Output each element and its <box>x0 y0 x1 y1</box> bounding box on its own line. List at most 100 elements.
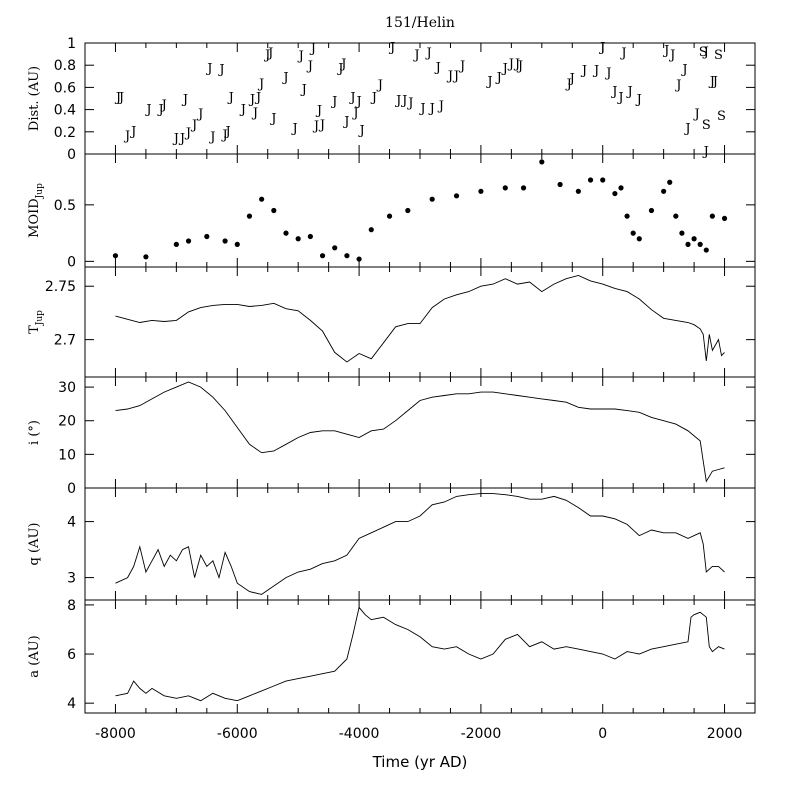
data-point-moid <box>630 230 636 236</box>
y-tick-label-dist: 0.4 <box>54 103 76 119</box>
data-point-dist: S <box>717 109 726 124</box>
data-point-dist: J <box>674 78 681 93</box>
data-point-dist: J <box>330 95 337 110</box>
data-point-dist: J <box>297 49 304 64</box>
y-axis-label-moid: MOIDJup <box>27 183 45 238</box>
y-tick-label-q: 3 <box>67 571 76 587</box>
data-point-dist: J <box>376 78 383 93</box>
data-point-dist: J <box>626 85 633 100</box>
data-point-dist: J <box>220 128 227 143</box>
x-tick-label: 0 <box>598 726 607 742</box>
data-point-dist: J <box>565 77 572 92</box>
data-point-dist: J <box>418 101 425 116</box>
data-point-dist: J <box>157 102 164 117</box>
data-point-moid <box>691 236 697 242</box>
chart-title: 151/Helin <box>385 15 455 31</box>
data-point-moid <box>624 213 630 219</box>
data-point-moid <box>648 207 655 214</box>
data-point-dist: J <box>266 46 273 61</box>
data-point-dist: J <box>501 61 508 76</box>
data-point-dist: J <box>312 119 319 134</box>
data-point-moid <box>283 230 289 236</box>
data-point-dist: J <box>144 102 151 117</box>
data-point-dist: J <box>160 98 167 113</box>
data-point-dist: J <box>394 94 401 109</box>
data-point-moid <box>295 236 301 242</box>
data-point-dist: J <box>708 75 715 90</box>
data-point-dist: J <box>683 121 690 136</box>
series-line-q <box>115 493 725 595</box>
data-point-dist: J <box>702 145 709 160</box>
y-axis-label-tjup: TJup <box>27 310 45 334</box>
data-point-dist: J <box>702 45 709 60</box>
data-point-dist: J <box>336 61 343 76</box>
y-axis-label-q: q (AU) <box>27 523 42 566</box>
y-tick-label-tjup: 2.75 <box>45 279 76 295</box>
data-point-dist: J <box>616 90 623 105</box>
data-point-dist: J <box>635 93 642 108</box>
data-point-dist: J <box>619 46 626 61</box>
data-point-dist: S <box>699 45 708 60</box>
x-tick-label: -2000 <box>461 726 502 742</box>
x-axis: -8000 -6000 -4000 -2000 0 2000 <box>95 726 742 742</box>
y-tick-label-a: 4 <box>67 696 76 712</box>
data-point-dist: J <box>348 90 355 105</box>
panel-q: 3 4 q (AU) <box>27 487 756 601</box>
x-tick-label: -8000 <box>95 726 136 742</box>
data-point-moid <box>697 241 703 247</box>
panel-frame-inc <box>84 376 756 489</box>
y-tick-label-tjup: 2.7 <box>54 333 76 349</box>
data-point-moid <box>173 241 179 247</box>
data-point-dist: J <box>485 75 492 90</box>
data-point-moid <box>478 188 484 194</box>
data-point-dist: J <box>437 99 444 114</box>
y-tick-label-dist: 0 <box>67 147 76 163</box>
series-line-inc <box>115 381 725 483</box>
x-tick-label: 2000 <box>707 726 743 742</box>
data-point-dist: J <box>117 90 124 105</box>
y-tick-label-moid: 0.5 <box>54 198 76 214</box>
y-tick-label-inc: 30 <box>58 380 76 396</box>
data-point-dist: J <box>205 61 212 76</box>
y-axis-label-dist: Dist. (AU) <box>27 66 42 131</box>
data-point-dist: J <box>662 44 669 59</box>
data-point-dist: J <box>425 46 432 61</box>
data-point-dist: J <box>693 107 700 122</box>
data-point-dist: J <box>257 77 264 92</box>
data-point-dist: J <box>318 118 325 133</box>
data-point-dist: J <box>388 40 395 55</box>
data-point-moid <box>222 238 228 244</box>
data-point-dist: J <box>446 69 453 84</box>
data-point-dist: J <box>592 64 599 79</box>
data-point-dist: J <box>711 75 718 90</box>
data-point-dist: J <box>248 93 255 108</box>
data-point-moid <box>502 185 508 191</box>
data-point-dist: J <box>291 121 298 136</box>
y-tick-label-inc: 0 <box>67 481 76 497</box>
data-point-moid <box>405 207 411 214</box>
data-point-moid <box>703 247 709 253</box>
data-point-dist: J <box>354 95 361 110</box>
x-tick-label: -4000 <box>339 726 380 742</box>
data-point-dist: J <box>610 85 617 100</box>
data-point-dist: J <box>351 106 358 121</box>
data-point-dist: J <box>300 83 307 98</box>
data-point-moid <box>185 238 192 244</box>
data-point-moid <box>557 181 563 188</box>
data-point-dist: J <box>184 126 191 141</box>
y-tick-label-dist: 0.2 <box>54 125 76 141</box>
data-point-moid <box>520 185 527 191</box>
data-point-moid <box>386 213 393 219</box>
data-point-dist: J <box>217 63 224 78</box>
panel-frame-moid <box>84 153 756 268</box>
data-point-dist: J <box>208 130 215 145</box>
data-point-dist: J <box>452 69 459 84</box>
data-point-moid <box>587 177 594 183</box>
data-point-dist: J <box>269 111 276 126</box>
panel-moid: 0 0.5 MOIDJup <box>27 153 756 270</box>
data-point-dist: J <box>306 59 313 74</box>
data-point-dist: J <box>281 70 288 85</box>
